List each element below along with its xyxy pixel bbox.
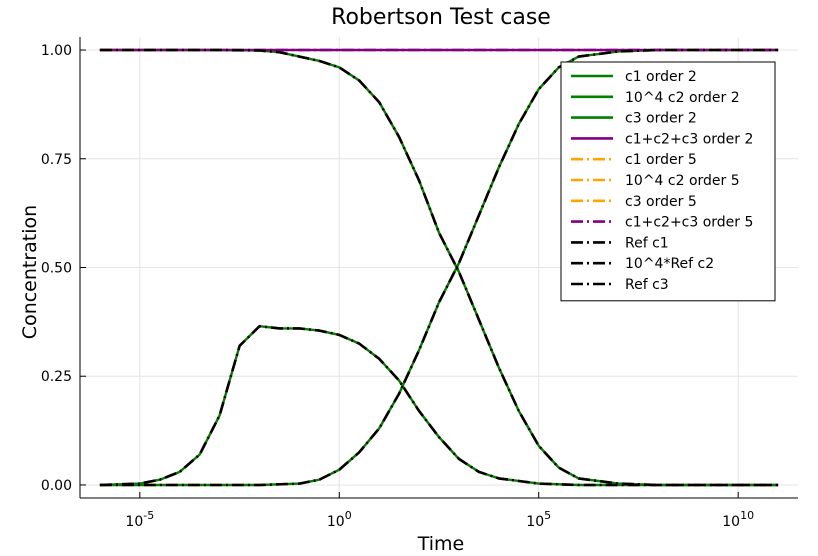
legend-entry-7: c1+c2+c3 order 5: [625, 215, 753, 231]
legend-box: [560, 61, 776, 302]
legend-entry-4: c1 order 5: [625, 152, 697, 168]
series-line-8: [99, 48, 779, 487]
x-tick-label-1: 100: [327, 509, 352, 530]
legend-entry-5: 10^4 c2 order 5: [625, 173, 740, 189]
x-tick-label-2: 105: [526, 509, 551, 530]
x-tick-labels: 10-5 100 105 1010: [125, 509, 754, 530]
legend-entry-9: 10^4*Ref c2: [625, 256, 714, 272]
y-tick-label-0: 0.00: [41, 478, 72, 494]
series-line-9: [99, 324, 779, 487]
series-line-10: [99, 48, 779, 487]
y-tick-labels: 0.00 0.25 0.50 0.75 1.00: [41, 43, 72, 494]
series-group: [99, 48, 779, 487]
legend: c1 order 2 10^4 c2 order 2 c3 order 2 c1+c2…: [560, 61, 776, 302]
axes: [79, 37, 798, 499]
legend-entry-0: c1 order 2: [625, 69, 697, 85]
legend-entry-6: c3 order 5: [625, 194, 697, 210]
series-line-1: [99, 325, 779, 487]
x-tick-label-0: 10-5: [125, 509, 154, 530]
y-tick-label-1: 0.25: [41, 369, 72, 385]
x-axis-label: Time: [417, 533, 465, 555]
legend-entry-1: 10^4 c2 order 2: [625, 90, 740, 106]
y-tick-label-4: 1.00: [41, 43, 72, 59]
y-tick-label-3: 0.75: [41, 152, 72, 168]
legend-entry-2: c3 order 2: [625, 111, 697, 127]
legend-entry-3: c1+c2+c3 order 2: [625, 131, 753, 147]
y-axis-label: Concentration: [19, 205, 41, 339]
x-tick-label-3: 1010: [722, 509, 754, 530]
legend-entry-10: Ref c3: [625, 277, 669, 293]
y-tick-label-2: 0.50: [41, 261, 72, 277]
chart-title: Robertson Test case: [331, 5, 551, 30]
legend-entry-8: Ref c1: [625, 235, 669, 251]
series-line-5: [99, 325, 779, 487]
